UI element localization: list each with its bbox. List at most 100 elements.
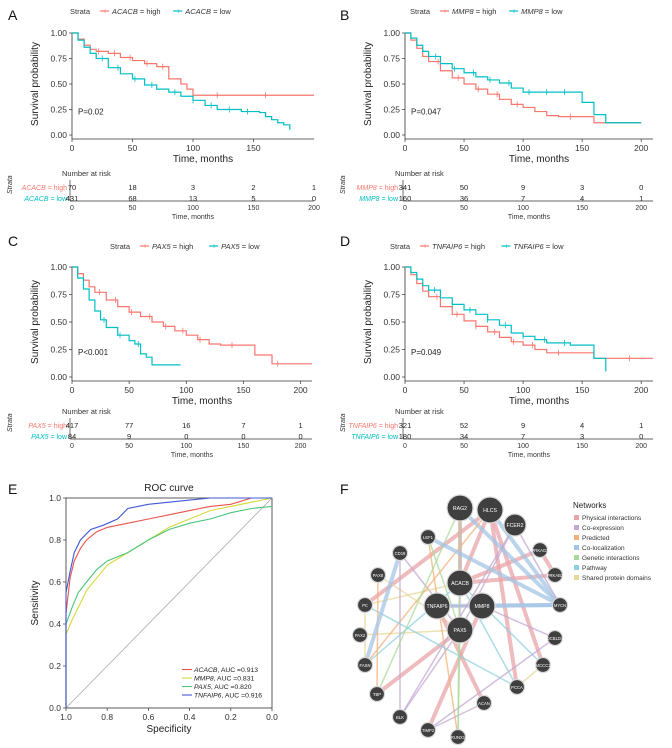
roc-curve-tnfaip6	[65, 497, 272, 708]
x-tick-label: 1.0	[60, 712, 72, 722]
y-tick-label: 1.00	[383, 262, 400, 272]
legend-title: Strata	[390, 242, 411, 251]
risk-value: 3	[580, 183, 584, 192]
legend-label-high: ACACB = high	[111, 7, 161, 16]
risk-value: 341	[399, 183, 412, 192]
network-edge	[399, 629, 461, 718]
roc-diagonal	[65, 497, 273, 709]
x-tick-label: 0.0	[266, 712, 278, 722]
network-edge	[364, 582, 461, 606]
risk-value: 0	[184, 432, 188, 441]
risk-row-label-high-gene: MMP8	[357, 185, 377, 192]
legend-label-shared: Shared protein domains	[582, 575, 652, 582]
node-circle	[423, 592, 451, 620]
legend-label-colocalization: Co-localization	[582, 545, 625, 552]
node-label: PAX8	[373, 573, 384, 578]
node-circle	[534, 656, 552, 674]
x-tick-label: 200	[634, 385, 648, 395]
risk-x-tick-label: 100	[517, 205, 529, 212]
risk-value: 1	[312, 183, 316, 192]
node-circle	[503, 513, 527, 537]
risk-value: 0	[298, 432, 302, 441]
legend-label-low-gene: PAX5	[221, 242, 240, 251]
risk-row-label-high-suffix: = high	[377, 185, 398, 192]
risk-row-label-low-gene: MMP8	[359, 196, 379, 203]
node-label: CD19	[395, 551, 406, 556]
km-curve-high	[405, 32, 642, 124]
legend-censor-mark: +	[423, 244, 427, 251]
legend-label-low: ACACB = low	[184, 7, 231, 16]
legend-label-high-suffix: = high	[138, 7, 161, 16]
panel-b: B Strata + MMP8 = high + MMP8 = low 0.00 0.25 0.…	[340, 7, 653, 221]
risk-value: 1	[639, 421, 643, 430]
network-edge	[427, 536, 461, 631]
node-circle	[419, 528, 437, 546]
network-edge	[427, 702, 485, 731]
risk-table-strata-label: Strata	[7, 413, 14, 432]
node-label: RAG2	[453, 506, 467, 512]
legend-swatch-colocalization	[574, 545, 579, 550]
risk-row-label-high-gene: ACACB	[21, 185, 46, 192]
km-curve-high	[72, 32, 314, 96]
legend-censor-mark: +	[212, 244, 216, 251]
risk-table-strata-label: Strata	[340, 413, 347, 432]
risk-value: 52	[460, 421, 468, 430]
risk-x-tick-label: 0	[403, 205, 407, 212]
x-tick-label: 150	[246, 143, 260, 153]
y-axis-title: Survival probability	[30, 280, 41, 364]
roc-legend-label-mmp8-suffix: , AUC =0.831	[214, 676, 255, 683]
legend-label-high: MMP8 = high	[452, 7, 496, 16]
risk-value: 180	[399, 432, 412, 441]
node-circle	[446, 494, 474, 522]
legend-label-low: PAX5 = low	[221, 242, 260, 251]
y-tick-label: 1.00	[383, 28, 400, 38]
network-node-pc: PC	[356, 596, 374, 614]
risk-x-axis-title: Time, months	[508, 214, 551, 221]
network-node-pcca: PCCA	[508, 678, 526, 696]
risk-value: 7	[521, 194, 525, 203]
x-tick-label: 100	[516, 143, 530, 153]
network-node-acacb: ACACB	[446, 569, 474, 597]
roc-legend-label-tnfaip6-gene: TNFAIP6	[194, 693, 222, 700]
roc-legend-label-pax5: PAX5, AUC =0.820	[194, 684, 252, 691]
y-tick-label: 0.25	[50, 345, 67, 355]
legend-censor-mark: +	[512, 9, 516, 16]
panel-letter: E	[8, 481, 17, 497]
network-edge	[459, 548, 541, 585]
risk-table-title: Number at risk	[395, 407, 444, 416]
risk-value: 68	[128, 194, 136, 203]
risk-x-axis-title: Time, months	[508, 452, 551, 459]
network-node-hlcs: HLCS	[476, 496, 504, 524]
risk-value: 0	[639, 183, 643, 192]
network-legend-title: Networks	[573, 501, 606, 510]
node-label: PAX5	[454, 628, 467, 634]
roc-legend-label-pax5-suffix: , AUC =0.820	[211, 684, 252, 691]
risk-value: 9	[521, 183, 525, 192]
risk-x-tick-label: 50	[460, 443, 468, 450]
network-node-fcer2: FCER2	[503, 513, 527, 537]
risk-table-title: Number at risk	[62, 169, 111, 178]
risk-table-title: Number at risk	[395, 169, 444, 178]
node-circle	[356, 656, 374, 674]
risk-row-label-high: ACACB = high	[21, 185, 67, 192]
risk-value: 4	[580, 194, 584, 203]
network-edge	[488, 508, 562, 607]
y-tick-label: 0.75	[50, 54, 67, 64]
y-axis-title: Survival probability	[30, 42, 41, 126]
network-edge	[427, 637, 556, 731]
node-circle	[446, 569, 474, 597]
legend-label-high-suffix: = high	[462, 242, 485, 251]
network-node-prkag2: PRKAG2	[532, 541, 549, 559]
network-node-mycn: MYCN	[551, 596, 569, 614]
km-curve-low	[72, 32, 291, 130]
legend-label-high-gene: TNFAIP6	[432, 242, 463, 251]
risk-row-label-high: MMP8 = high	[357, 185, 399, 192]
node-label: MCCC1	[536, 663, 552, 668]
risk-row-label-low: ACACB = low	[23, 196, 68, 203]
node-label: RUNX1	[451, 735, 466, 740]
network-node-mmp8: MMP8	[468, 592, 496, 620]
risk-x-tick-label: 150	[248, 205, 260, 212]
risk-row-label-low: MMP8 = low	[359, 196, 399, 203]
y-tick-label: 0.00	[383, 372, 400, 382]
